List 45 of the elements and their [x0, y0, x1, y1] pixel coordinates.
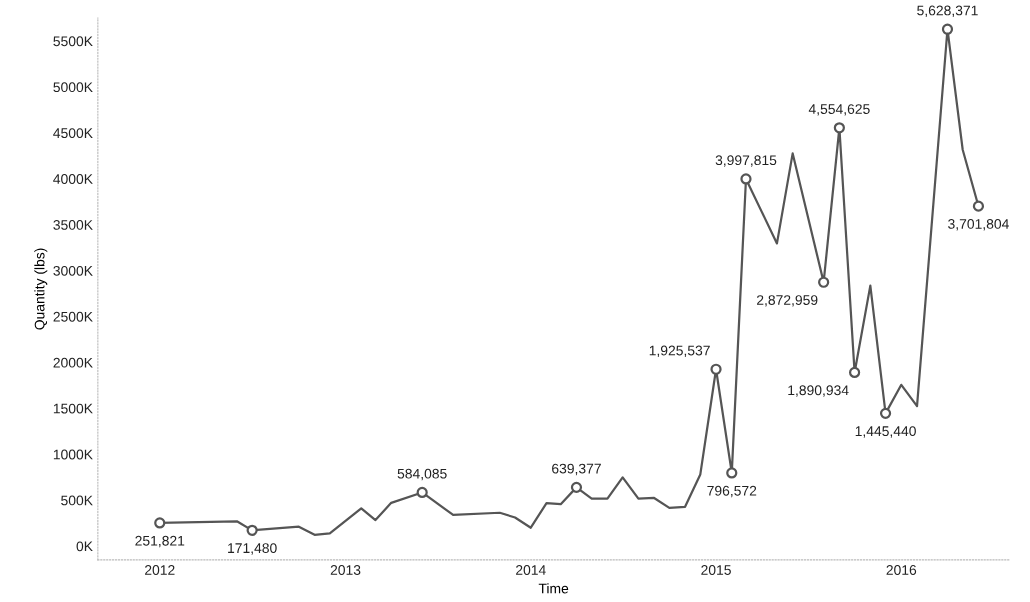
data-label: 639,377 [552, 463, 601, 476]
x-tick-label: 2014 [516, 565, 546, 575]
point [726, 467, 738, 479]
point [740, 173, 752, 185]
x-tick-label: 2013 [330, 565, 361, 575]
y-tick-label: 1500K [53, 403, 93, 414]
point [570, 481, 583, 493]
y-tick-label: 500K [61, 495, 93, 506]
point [818, 276, 830, 288]
data-label: 251,821 [135, 535, 185, 548]
y-tick-label: 3000K [53, 265, 93, 276]
point [941, 23, 954, 35]
x-tick-label: 2015 [701, 565, 731, 575]
x-tick-label: 2012 [145, 565, 175, 575]
data-label: 584,085 [397, 468, 447, 481]
x-axis-title: Time [538, 583, 569, 594]
y-tick-label: 2000K [53, 357, 93, 368]
y-tick-label: 0K [76, 541, 93, 552]
y-tick-label: 4500K [53, 128, 93, 139]
point [972, 200, 985, 212]
data-label: 1,890,934 [788, 385, 849, 397]
point [416, 486, 428, 499]
y-axis-title: Quantity (lbs) [34, 248, 48, 330]
point [154, 517, 166, 529]
y-tick-label: 1000K [53, 449, 93, 460]
point [833, 122, 845, 134]
data-label: 796,572 [707, 485, 757, 498]
y-tick-label: 5500K [53, 36, 93, 47]
point [848, 366, 861, 379]
data-label: 1,445,440 [855, 426, 916, 438]
point [710, 363, 722, 375]
y-tick-label: 3500K [53, 220, 93, 230]
point [879, 407, 892, 419]
data-label: 3,997,815 [715, 155, 777, 167]
point [246, 524, 258, 536]
y-tick-label: 5000K [53, 82, 93, 93]
x-tick-label: 2016 [886, 565, 917, 575]
y-tick-label: 4000K [53, 174, 93, 184]
data-label: 1,925,537 [649, 345, 710, 358]
data-label: 2,872,959 [757, 295, 818, 307]
data-label: 171,480 [228, 543, 277, 555]
y-tick-label: 2500K [53, 311, 93, 322]
data-label: 4,554,625 [808, 104, 870, 116]
data-label: 3,701,804 [948, 219, 1009, 231]
data-label: 5,628,371 [917, 5, 978, 18]
